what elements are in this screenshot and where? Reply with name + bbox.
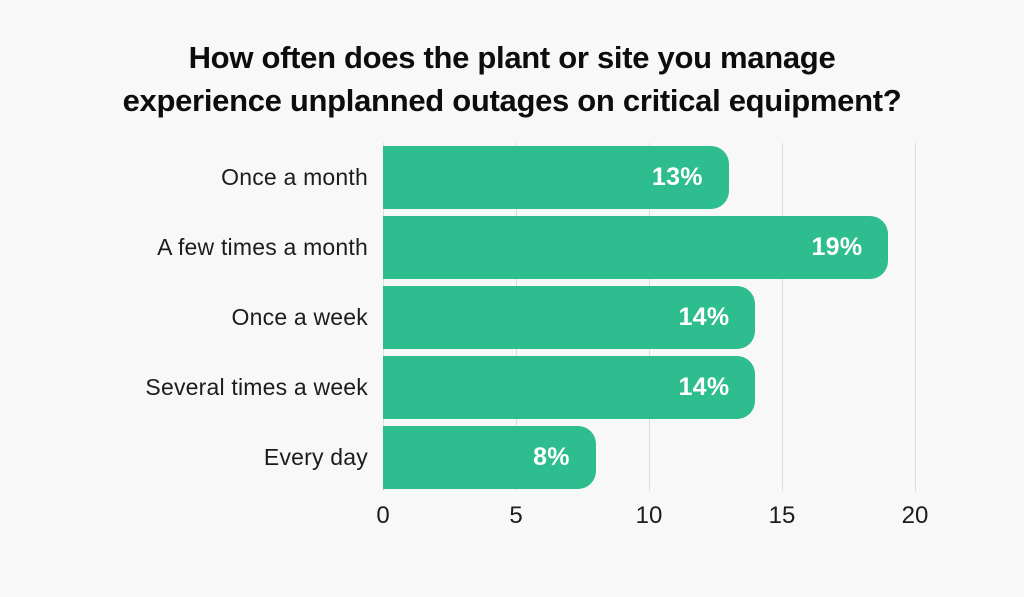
chart-title-line-2: experience unplanned outages on critical…: [122, 83, 902, 118]
bar-4: 8%: [383, 426, 596, 489]
bar-value-label: 8%: [533, 443, 570, 471]
category-label: A few times a month: [157, 234, 368, 260]
x-axis-tick-label: 10: [635, 502, 663, 529]
bar-2: 14%: [383, 286, 756, 349]
chart-title: How often does the plant or site you man…: [0, 36, 1024, 122]
bar-1: 19%: [383, 216, 889, 279]
bar-value-label: 19%: [811, 233, 863, 261]
category-label: Every day: [263, 444, 368, 470]
chart-title-line-1: How often does the plant or site you man…: [188, 40, 836, 75]
bar-value-label: 14%: [678, 303, 730, 331]
gridline-x-15: [781, 143, 783, 491]
x-axis-tick-label: 15: [768, 502, 796, 529]
bar-3: 14%: [383, 356, 756, 419]
category-label: Once a week: [231, 304, 368, 330]
category-label: Once a month: [221, 164, 368, 190]
x-axis-tick-label: 0: [376, 502, 390, 529]
bar-0: 13%: [383, 146, 729, 209]
x-axis-tick-label: 5: [509, 502, 523, 529]
bar-value-label: 14%: [678, 373, 730, 401]
bar-value-label: 13%: [651, 163, 703, 191]
category-label: Several times a week: [145, 374, 368, 400]
gridline-x-20: [914, 143, 916, 491]
x-axis-tick-label: 20: [901, 502, 929, 529]
